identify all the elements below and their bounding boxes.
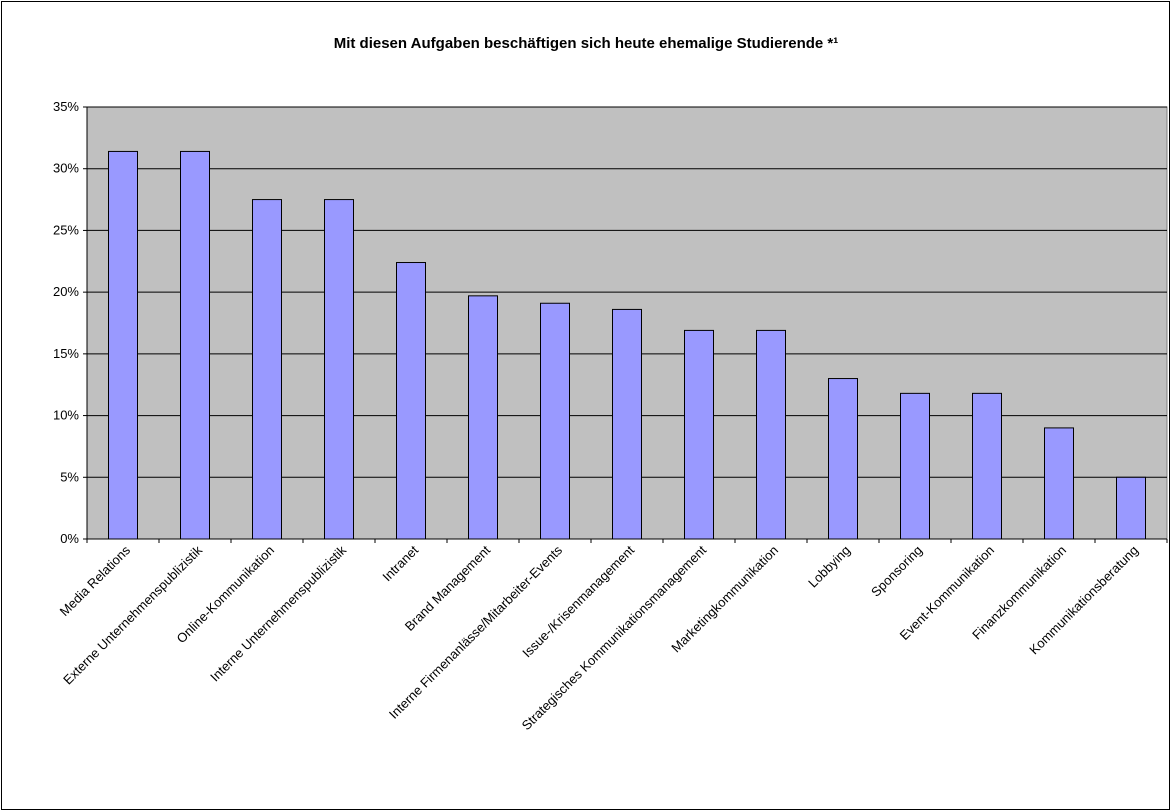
bar (108, 150, 138, 540)
bar (252, 199, 282, 540)
y-tick-label: 35% (53, 99, 79, 114)
chart-title: Mit diesen Aufgaben beschäftigen sich he… (334, 35, 839, 52)
y-tick-label: 20% (53, 284, 79, 299)
bar (972, 392, 1002, 540)
bar (180, 150, 210, 540)
bar (540, 302, 570, 540)
bar (396, 262, 426, 540)
bar (612, 308, 642, 540)
y-tick-label: 10% (53, 408, 79, 423)
y-tick-label: 25% (53, 222, 79, 237)
y-tick-label: 15% (53, 346, 79, 361)
y-tick-label: 5% (60, 469, 79, 484)
bar (684, 329, 714, 540)
bar (828, 378, 858, 540)
bar (1116, 476, 1146, 540)
bar (756, 329, 786, 540)
bar (468, 295, 498, 540)
y-tick-label: 0% (60, 531, 79, 546)
bar (900, 392, 930, 540)
bar (324, 199, 354, 540)
y-tick-label: 30% (53, 161, 79, 176)
bar (1044, 427, 1074, 540)
